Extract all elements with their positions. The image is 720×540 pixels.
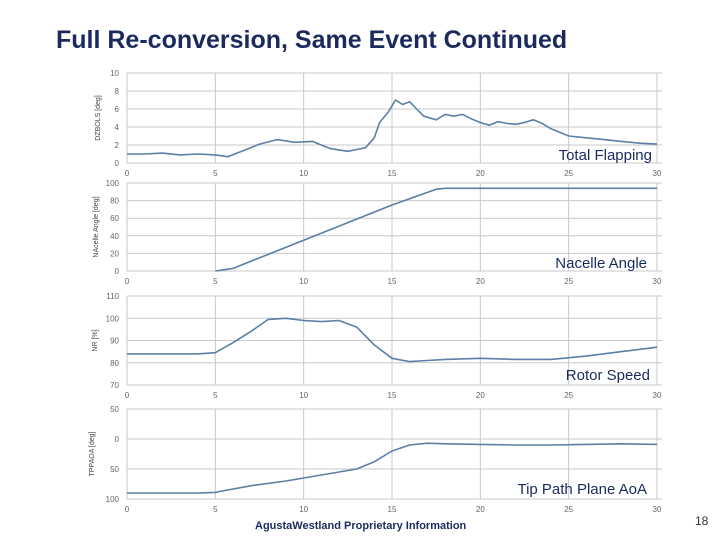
chart-3-title: Rotor Speed [566, 367, 650, 384]
chart-3-ytick-label: 100 [106, 314, 120, 323]
chart-1-ytick-label: 10 [110, 69, 119, 78]
chart-3-ylabel: NR [%] [92, 329, 99, 351]
chart-2-ytick-label: 60 [110, 214, 119, 223]
chart-4-ytick-label: 50 [110, 465, 119, 474]
chart-1-xtick-label: 5 [213, 169, 218, 178]
chart-3-ytick-label: 110 [106, 292, 119, 301]
chart-2-ytick-label: 40 [110, 232, 119, 241]
chart-4-xtick-label: 20 [476, 505, 485, 514]
chart-2-xtick-label: 5 [213, 277, 218, 286]
chart-4-xtick-label: 5 [213, 505, 218, 514]
chart-1-ylabel: DZBOLS [deg] [95, 95, 102, 141]
chart-4-xtick-label: 15 [388, 505, 397, 514]
chart-2-ytick-label: 0 [115, 267, 120, 276]
chart-4-series-line [127, 442, 658, 494]
chart-4-xtick-label: 25 [564, 505, 573, 514]
chart-3-series-line [127, 317, 658, 363]
chart-1-series-line [127, 99, 658, 158]
chart-3-xtick-label: 30 [653, 391, 662, 400]
chart-1-xtick-label: 0 [125, 169, 130, 178]
chart-4-xtick-label: 10 [299, 505, 308, 514]
chart-1-ytick-label: 4 [115, 123, 120, 132]
chart-1-title: Total Flapping [559, 147, 652, 164]
chart-1-xtick-label: 20 [476, 169, 485, 178]
chart-2-xtick-label: 25 [564, 277, 573, 286]
chart-1-xtick-label: 15 [388, 169, 397, 178]
chart-3-xtick-label: 10 [299, 391, 308, 400]
chart-2-ytick-label: 80 [110, 197, 119, 206]
chart-3-ytick-label: 90 [110, 337, 119, 346]
chart-4-ytick-label: 100 [106, 495, 120, 504]
chart-4-ytick-label: 0 [115, 435, 120, 444]
chart-2-xtick-label: 20 [476, 277, 485, 286]
chart-3-xtick-label: 5 [213, 391, 218, 400]
chart-2-series-line [215, 187, 657, 272]
chart-2-ylabel: NAcelle Angle [deg] [93, 196, 100, 257]
page-title: Full Re-conversion, Same Event Continued [56, 26, 568, 54]
chart-1-ytick-label: 6 [115, 105, 120, 114]
chart-2-title: Nacelle Angle [555, 255, 647, 272]
chart-2-xtick-label: 10 [299, 277, 308, 286]
proprietary-footer: AgustaWestland Proprietary Information [255, 520, 467, 532]
chart-4-ylabel: TPPAOA [deg] [89, 431, 96, 476]
chart-4-ytick-label: 50 [110, 405, 119, 414]
chart-3-xtick-label: 0 [125, 391, 130, 400]
chart-2-xtick-label: 0 [125, 277, 130, 286]
chart-3-ytick-label: 80 [110, 359, 119, 368]
page-number: 18 [695, 514, 709, 528]
chart-1-ytick-label: 0 [115, 159, 120, 168]
chart-2-xtick-label: 15 [388, 277, 397, 286]
chart-3-ytick-label: 70 [110, 381, 119, 390]
chart-1-xtick-label: 10 [299, 169, 308, 178]
chart-4-xtick-label: 30 [653, 505, 662, 514]
chart-1-xtick-label: 25 [564, 169, 573, 178]
chart-1-xtick-label: 30 [653, 169, 662, 178]
chart-1-ytick-label: 8 [115, 87, 120, 96]
chart-2-xtick-label: 30 [653, 277, 662, 286]
chart-3-xtick-label: 25 [564, 391, 573, 400]
chart-1-ytick-label: 2 [115, 141, 120, 150]
chart-2-ytick-label: 100 [106, 179, 120, 188]
chart-4-title: Tip Path Plane AoA [517, 481, 647, 498]
chart-3-xtick-label: 15 [388, 391, 397, 400]
chart-4-xtick-label: 0 [125, 505, 130, 514]
chart-3-xtick-label: 20 [476, 391, 485, 400]
chart-2-ytick-label: 20 [110, 249, 119, 258]
